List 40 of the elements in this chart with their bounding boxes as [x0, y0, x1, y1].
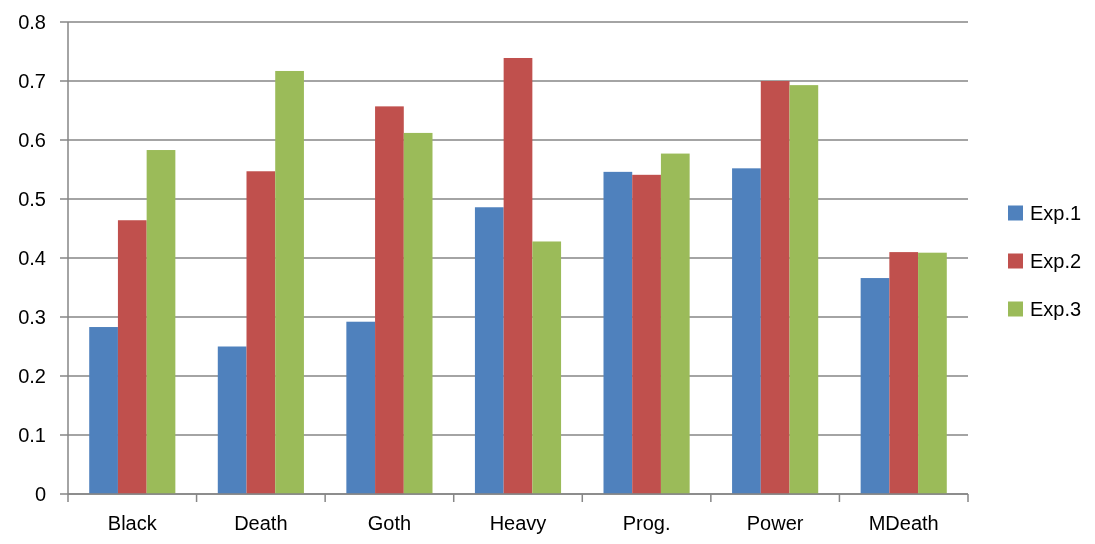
y-tick-label: 0.6 [18, 129, 46, 151]
bar [889, 252, 919, 494]
bar [732, 168, 761, 494]
legend-label: Exp.3 [1030, 297, 1082, 320]
bar [503, 57, 533, 494]
bar [217, 346, 247, 494]
bar [603, 171, 633, 494]
y-tick-label: 0 [34, 483, 46, 505]
bar [117, 220, 147, 494]
bar [660, 153, 690, 494]
x-tick-label: Heavy [489, 512, 547, 534]
bar [375, 106, 404, 494]
bar [860, 278, 890, 494]
legend-label: Exp.1 [1030, 201, 1082, 224]
x-tick-label: Power [746, 512, 804, 534]
x-tick-label: Goth [367, 512, 412, 534]
bar [632, 174, 661, 494]
bar [89, 327, 118, 494]
x-tick-label: Death [234, 512, 288, 534]
bar [760, 81, 790, 494]
bar [474, 207, 504, 494]
y-tick-label: 0.2 [18, 365, 46, 387]
bar [789, 85, 819, 494]
y-tick-label: 0.8 [18, 11, 46, 33]
bar [246, 171, 276, 494]
x-tick-label: Prog. [622, 512, 671, 534]
y-tick-label: 0.7 [18, 70, 46, 92]
bar [403, 132, 433, 494]
bar [146, 150, 176, 494]
y-tick-label: 0.5 [18, 188, 46, 210]
legend-label: Exp.2 [1030, 249, 1082, 272]
x-tick-label: MDeath [868, 512, 939, 534]
bar [532, 241, 562, 494]
bar [918, 252, 947, 494]
y-tick-label: 0.3 [18, 306, 46, 328]
x-tick-label: Black [107, 512, 158, 534]
y-tick-label: 0.1 [18, 424, 46, 446]
bar [275, 70, 304, 494]
y-tick-label: 0.4 [18, 247, 46, 269]
bar [346, 321, 376, 494]
